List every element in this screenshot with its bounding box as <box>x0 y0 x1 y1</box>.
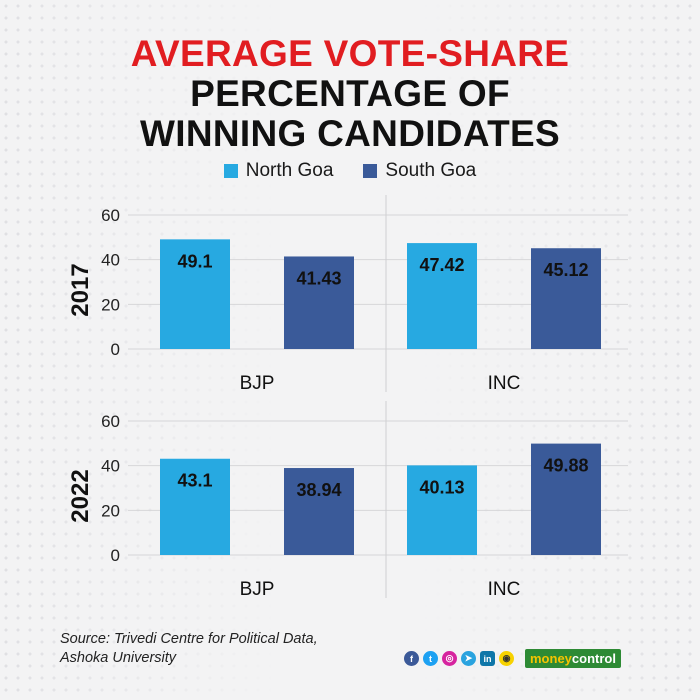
chart-title: AVERAGE VOTE-SHARE PERCENTAGE OF WINNING… <box>0 34 700 154</box>
brand-part-1: money <box>530 651 572 666</box>
source-line-2: Ashoka University <box>60 650 177 666</box>
panel-2022-category-label: INC <box>488 579 521 600</box>
telegram-icon[interactable]: ➤ <box>461 651 476 666</box>
snapchat-icon[interactable]: ◉ <box>499 651 514 666</box>
panel-2022-year-label: 2022 <box>67 469 94 522</box>
panel-2017-bar-bjp-south-goa <box>284 256 354 349</box>
twitter-icon[interactable]: t <box>423 651 438 666</box>
source-note: Source: Trivedi Centre for Political Dat… <box>60 630 318 668</box>
panel-2022-category-label: BJP <box>240 579 275 600</box>
source-line-1: Source: Trivedi Centre for Political Dat… <box>60 631 318 647</box>
legend-label-north-goa: North Goa <box>245 160 334 181</box>
title-line-1: AVERAGE VOTE-SHARE <box>130 33 570 74</box>
legend-swatch-north-goa <box>223 164 238 178</box>
panel-2017-year-label: 2017 <box>67 263 94 316</box>
panel-2017-bar-inc-south-goa <box>531 248 601 349</box>
brand-logo: moneycontrol <box>525 649 621 668</box>
panel-2017-data-label-inc-north-goa: 47.42 <box>419 255 464 275</box>
panel-2017-data-label-bjp-south-goa: 41.43 <box>296 268 341 288</box>
panel-2017-data-label-inc-south-goa: 45.12 <box>543 260 588 280</box>
panel-2017-ytick-label: 20 <box>101 295 120 314</box>
panel-2022-bar-bjp-north-goa <box>160 458 230 555</box>
panel-2017-ytick-label: 0 <box>111 340 120 359</box>
legend-label-south-goa: South Goa <box>385 160 477 181</box>
panel-2022-bar-inc-south-goa <box>531 443 601 555</box>
panel-2022-bar-bjp-south-goa <box>284 468 354 555</box>
panel-2022-data-label-bjp-north-goa: 43.1 <box>177 471 212 491</box>
panel-2022-ytick-label: 60 <box>101 412 120 431</box>
facebook-icon[interactable]: f <box>404 651 419 666</box>
panel-2017-category-label: BJP <box>240 373 275 394</box>
panel-2022-ytick-label: 20 <box>101 501 120 520</box>
instagram-icon[interactable]: ◎ <box>442 651 457 666</box>
panel-2017-ytick-label: 40 <box>101 251 120 270</box>
panel-2022-data-label-bjp-south-goa: 38.94 <box>296 480 341 500</box>
linkedin-icon[interactable]: in <box>480 651 495 666</box>
legend-item-north-goa: North Goa <box>223 160 334 182</box>
legend-swatch-south-goa <box>363 164 378 178</box>
legend-item-south-goa: South Goa <box>363 160 476 182</box>
title-line-2: PERCENTAGE OF <box>190 73 510 114</box>
panel-2022-data-label-inc-south-goa: 49.88 <box>543 456 588 476</box>
panel-2017-bar-bjp-north-goa <box>160 239 230 349</box>
panel-2017-ytick-label: 60 <box>101 206 120 225</box>
legend: North Goa South Goa <box>0 160 700 182</box>
title-line-3: WINNING CANDIDATES <box>140 113 560 154</box>
panel-2017-data-label-bjp-north-goa: 49.1 <box>177 251 212 271</box>
panel-2022-ytick-label: 40 <box>101 457 120 476</box>
brand-part-2: control <box>571 651 616 666</box>
panel-2017-category-label: INC <box>488 373 521 394</box>
panel-2017-bar-inc-north-goa <box>407 243 477 349</box>
panel-2022-bar-inc-north-goa <box>407 465 477 555</box>
panel-2022-data-label-inc-north-goa: 40.13 <box>419 477 464 497</box>
panel-2022-ytick-label: 0 <box>111 546 120 565</box>
social-icons: f t ◎ ➤ in ◉ <box>404 651 514 666</box>
